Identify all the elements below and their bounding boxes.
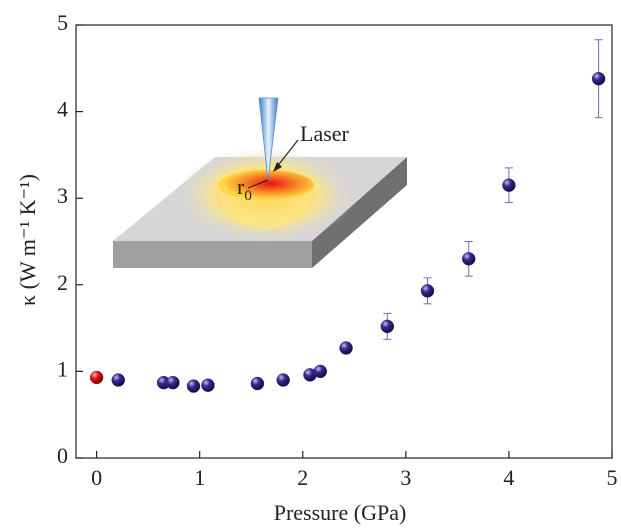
point	[111, 373, 126, 387]
annotation-text: r	[237, 174, 245, 199]
point	[380, 319, 395, 334]
y-tick-label: 4	[57, 97, 68, 122]
annotation: r0	[237, 174, 252, 204]
point	[201, 378, 215, 393]
point	[420, 284, 435, 298]
plot-frame	[75, 24, 613, 459]
x-tick-label: 1	[194, 465, 205, 490]
point	[166, 375, 180, 390]
inset: Laser r0	[113, 97, 407, 268]
y-tick-label: 2	[57, 270, 68, 295]
point	[186, 379, 201, 393]
point	[89, 370, 104, 385]
point	[339, 341, 353, 355]
x-tick-label: 0	[91, 465, 102, 490]
point	[461, 252, 476, 266]
y-axis-title: κ (W m⁻¹ K⁻¹)	[15, 174, 40, 306]
point	[591, 71, 606, 86]
x-tick-label: 2	[297, 465, 308, 490]
point	[250, 376, 265, 391]
y-tick-label: 5	[57, 10, 68, 35]
y-tick-label: 1	[57, 356, 68, 381]
point	[276, 373, 290, 387]
x-tick-label: 4	[503, 465, 514, 490]
y-tick-label: 3	[57, 183, 68, 208]
x-tick-label: 3	[400, 465, 411, 490]
annotation-subscript: 0	[244, 188, 252, 204]
y-tick-label: 0	[57, 443, 68, 468]
point	[313, 364, 328, 379]
annotation: Laser	[300, 121, 350, 146]
x-axis-title: Pressure (GPa)	[274, 500, 407, 525]
point	[502, 178, 516, 192]
x-tick-label: 5	[607, 465, 618, 490]
